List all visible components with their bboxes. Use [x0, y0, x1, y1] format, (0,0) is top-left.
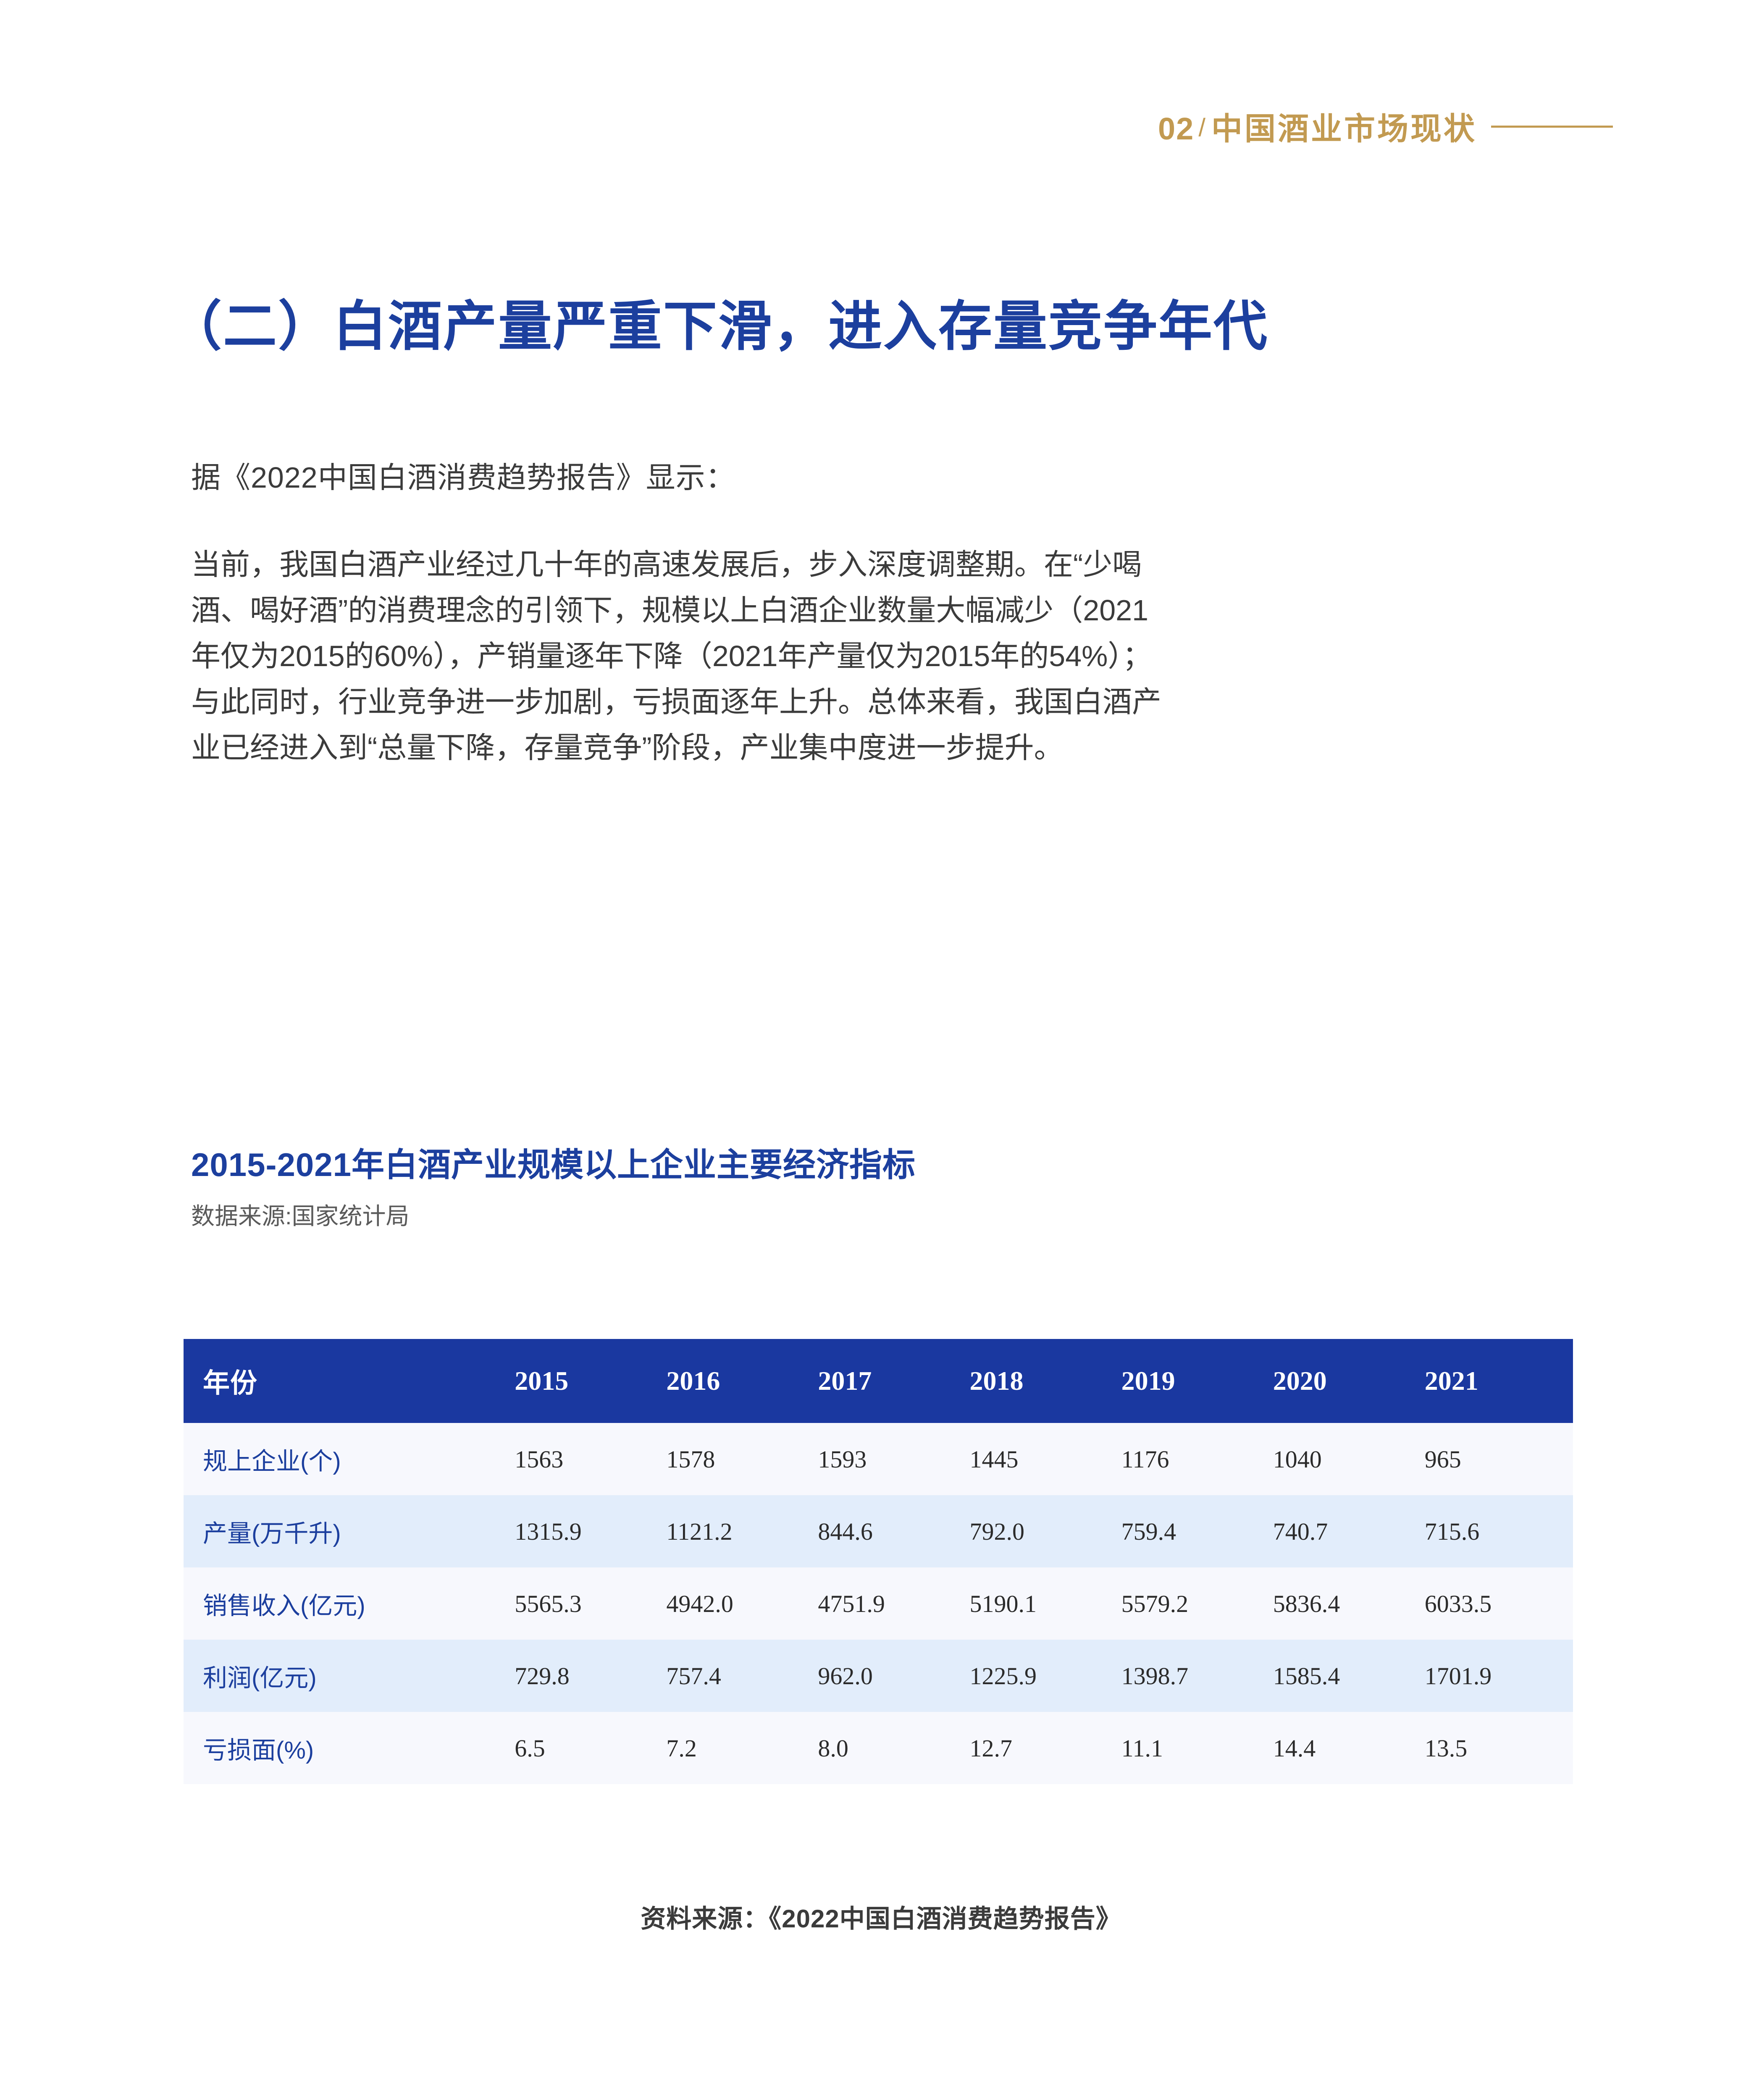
table-header-2015: 2015 — [511, 1339, 663, 1423]
cell-value: 1315.9 — [511, 1495, 663, 1567]
cell-value: 729.8 — [511, 1640, 663, 1712]
cell-value: 13.5 — [1421, 1712, 1573, 1784]
section-number: 02 — [1158, 111, 1195, 146]
cell-value: 1593 — [814, 1423, 966, 1495]
cell-value: 792.0 — [966, 1495, 1118, 1567]
row-label: 亏损面(%) — [184, 1712, 512, 1784]
cell-value: 1578 — [663, 1423, 815, 1495]
cell-value: 4751.9 — [814, 1567, 966, 1640]
cell-value: 844.6 — [814, 1495, 966, 1567]
cell-value: 740.7 — [1269, 1495, 1421, 1567]
cell-value: 6.5 — [511, 1712, 663, 1784]
row-label: 利润(亿元) — [184, 1640, 512, 1712]
paragraph-line: 与此同时，行业竞争进一步加剧，亏损面逐年上升。总体来看，我国白酒产 — [191, 685, 1161, 718]
cell-value: 1585.4 — [1269, 1640, 1421, 1712]
running-header: 02 / 中国酒业市场现状 — [1158, 113, 1613, 144]
header-separator: / — [1198, 113, 1205, 142]
cell-value: 5836.4 — [1269, 1567, 1421, 1640]
table-title: 2015-2021年白酒产业规模以上企业主要经济指标 — [191, 1146, 916, 1183]
cell-value: 5565.3 — [511, 1567, 663, 1640]
cell-value: 12.7 — [966, 1712, 1118, 1784]
paragraph-line: 当前，我国白酒产业经过几十年的高速发展后，步入深度调整期。在“少喝 — [191, 548, 1142, 581]
table-header-2021: 2021 — [1421, 1339, 1573, 1423]
table-data-source: 数据来源:国家统计局 — [191, 1203, 410, 1229]
section-title: 中国酒业市场现状 — [1211, 111, 1477, 146]
table-row: 销售收入(亿元) 5565.3 4942.0 4751.9 5190.1 557… — [184, 1567, 1573, 1640]
lead-sentence: 据《2022中国白酒消费趋势报告》显示： — [191, 461, 735, 494]
cell-value: 965 — [1421, 1423, 1573, 1495]
table-row: 规上企业(个) 1563 1578 1593 1445 1176 1040 96… — [184, 1423, 1573, 1495]
cell-value: 11.1 — [1118, 1712, 1270, 1784]
economic-indicators-table: 年份 2015 2016 2017 2018 2019 2020 2021 规上… — [184, 1339, 1573, 1784]
cell-value: 6033.5 — [1421, 1567, 1573, 1640]
cell-value: 1040 — [1269, 1423, 1421, 1495]
body-paragraph: 当前，我国白酒产业经过几十年的高速发展后，步入深度调整期。在“少喝 酒、喝好酒”… — [191, 542, 1577, 771]
table-row: 亏损面(%) 6.5 7.2 8.0 12.7 11.1 14.4 13.5 — [184, 1712, 1573, 1784]
cell-value: 7.2 — [663, 1712, 815, 1784]
header-rule-line — [1491, 125, 1613, 128]
cell-value: 757.4 — [663, 1640, 815, 1712]
cell-value: 962.0 — [814, 1640, 966, 1712]
table-header-2016: 2016 — [663, 1339, 815, 1423]
cell-value: 715.6 — [1421, 1495, 1573, 1567]
paragraph-line: 酒、喝好酒”的消费理念的引领下，规模以上白酒企业数量大幅减少（2021 — [191, 594, 1149, 627]
cell-value: 1445 — [966, 1423, 1118, 1495]
cell-value: 759.4 — [1118, 1495, 1270, 1567]
table-header-2019: 2019 — [1118, 1339, 1270, 1423]
cell-value: 5579.2 — [1118, 1567, 1270, 1640]
cell-value: 1701.9 — [1421, 1640, 1573, 1712]
row-label: 规上企业(个) — [184, 1423, 512, 1495]
table-header-year-label: 年份 — [184, 1339, 512, 1423]
table-header-2017: 2017 — [814, 1339, 966, 1423]
cell-value: 5190.1 — [966, 1567, 1118, 1640]
table-header-2018: 2018 — [966, 1339, 1118, 1423]
row-label: 产量(万千升) — [184, 1495, 512, 1567]
table-header-2020: 2020 — [1269, 1339, 1421, 1423]
table-row: 利润(亿元) 729.8 757.4 962.0 1225.9 1398.7 1… — [184, 1640, 1573, 1712]
cell-value: 1563 — [511, 1423, 663, 1495]
source-note: 资料来源：《2022中国白酒消费趋势报告》 — [641, 1905, 1121, 1933]
cell-value: 1121.2 — [663, 1495, 815, 1567]
table-row: 产量(万千升) 1315.9 1121.2 844.6 792.0 759.4 … — [184, 1495, 1573, 1567]
cell-value: 14.4 — [1269, 1712, 1421, 1784]
page-title: （二）白酒产量严重下滑，进入存量竞争年代 — [168, 296, 1269, 357]
cell-value: 1176 — [1118, 1423, 1270, 1495]
cell-value: 4942.0 — [663, 1567, 815, 1640]
paragraph-line: 业已经进入到“总量下降，存量竞争”阶段，产业集中度进一步提升。 — [191, 731, 1064, 764]
row-label: 销售收入(亿元) — [184, 1567, 512, 1640]
cell-value: 1225.9 — [966, 1640, 1118, 1712]
cell-value: 8.0 — [814, 1712, 966, 1784]
paragraph-line: 年仅为2015的60%），产销量逐年下降（2021年产量仅为2015年的54%）… — [191, 640, 1152, 672]
cell-value: 1398.7 — [1118, 1640, 1270, 1712]
table-header-row: 年份 2015 2016 2017 2018 2019 2020 2021 — [184, 1339, 1573, 1423]
